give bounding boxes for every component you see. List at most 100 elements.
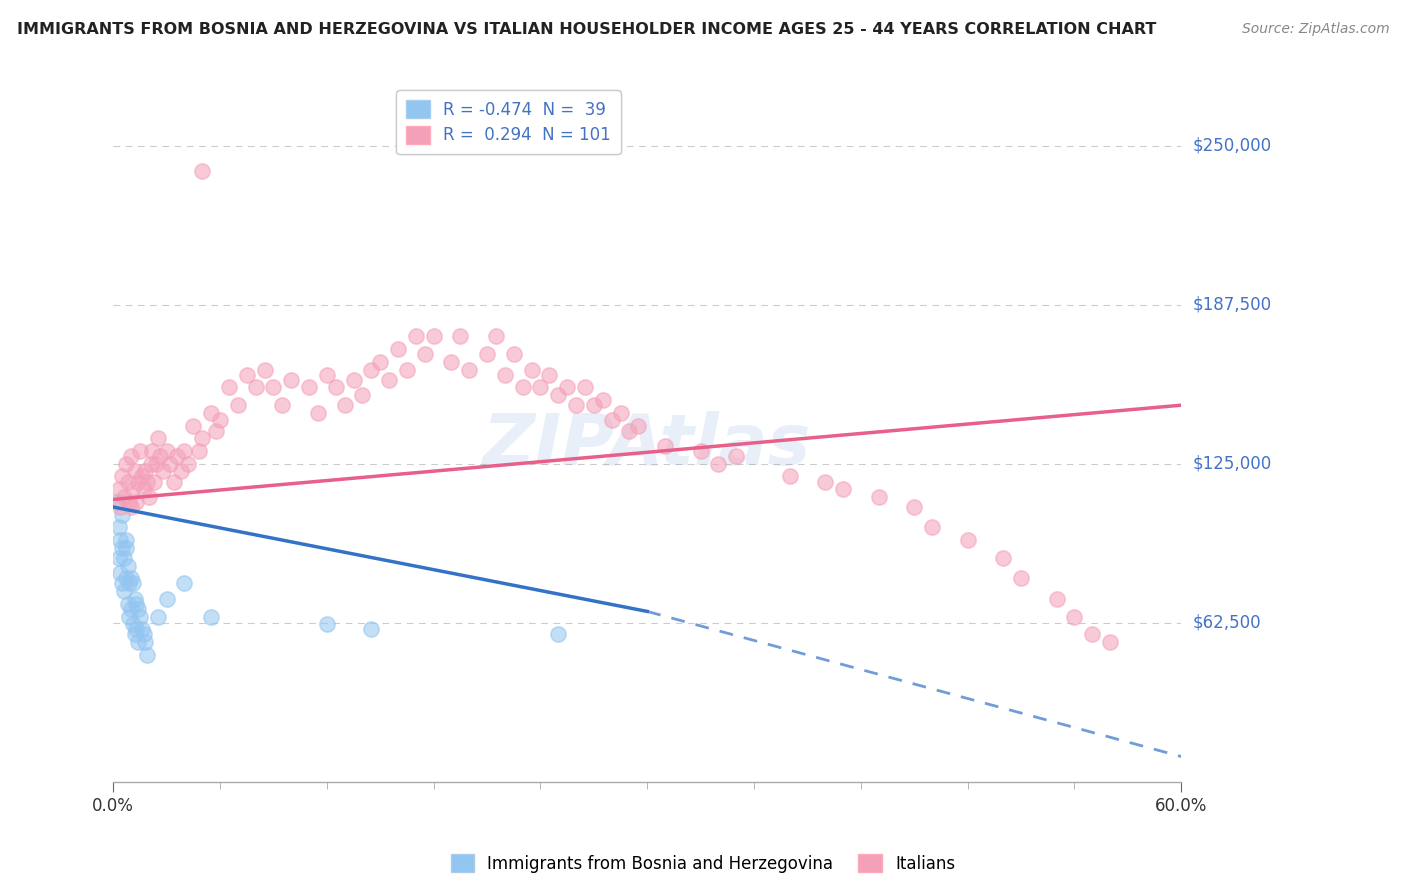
Point — [368, 355, 391, 369]
Point — [124, 591, 146, 606]
Point — [131, 622, 153, 636]
Point — [218, 380, 240, 394]
Point — [114, 571, 136, 585]
Point — [112, 490, 135, 504]
Text: $187,500: $187,500 — [1192, 295, 1271, 314]
Point — [121, 482, 143, 496]
Point — [112, 551, 135, 566]
Text: ZIPAtlas: ZIPAtlas — [482, 411, 811, 481]
Point — [547, 627, 569, 641]
Point — [298, 380, 321, 394]
Point — [200, 406, 222, 420]
Point — [654, 439, 676, 453]
Point — [166, 449, 188, 463]
Point — [129, 609, 152, 624]
Point — [118, 609, 141, 624]
Point — [1081, 627, 1104, 641]
Point — [110, 500, 132, 514]
Point — [136, 475, 159, 489]
Point — [574, 380, 596, 394]
Point — [226, 398, 249, 412]
Text: Source: ZipAtlas.com: Source: ZipAtlas.com — [1241, 22, 1389, 37]
Point — [707, 457, 730, 471]
Point — [582, 398, 605, 412]
Point — [494, 368, 516, 382]
Point — [387, 342, 409, 356]
Point — [124, 464, 146, 478]
Point — [191, 164, 214, 178]
Point — [502, 347, 524, 361]
Point — [209, 413, 232, 427]
Point — [422, 329, 444, 343]
Point — [114, 541, 136, 555]
Point — [145, 457, 167, 471]
Point — [170, 464, 193, 478]
Point — [127, 602, 149, 616]
Point — [111, 541, 134, 555]
Point — [475, 347, 498, 361]
Point — [111, 469, 134, 483]
Point — [159, 457, 181, 471]
Point — [395, 362, 418, 376]
Legend: Immigrants from Bosnia and Herzegovina, Italians: Immigrants from Bosnia and Herzegovina, … — [444, 847, 962, 880]
Point — [592, 393, 614, 408]
Text: $62,500: $62,500 — [1192, 614, 1261, 632]
Point — [127, 475, 149, 489]
Point — [110, 533, 132, 548]
Point — [609, 406, 631, 420]
Point — [360, 622, 382, 636]
Point — [814, 475, 837, 489]
Point — [124, 627, 146, 641]
Point — [152, 464, 174, 478]
Point — [118, 495, 141, 509]
Point — [114, 457, 136, 471]
Point — [903, 500, 925, 514]
Point — [107, 551, 129, 566]
Point — [177, 457, 200, 471]
Point — [512, 380, 534, 394]
Point — [538, 368, 561, 382]
Point — [352, 388, 374, 402]
Point — [163, 475, 186, 489]
Point — [156, 591, 179, 606]
Point — [120, 449, 142, 463]
Point — [141, 444, 163, 458]
Point — [146, 609, 169, 624]
Point — [143, 475, 166, 489]
Point — [125, 495, 148, 509]
Point — [262, 380, 284, 394]
Point — [520, 362, 543, 376]
Point — [134, 464, 156, 478]
Point — [107, 520, 129, 534]
Point — [253, 362, 276, 376]
Point — [449, 329, 471, 343]
Point — [117, 558, 139, 573]
Point — [114, 533, 136, 548]
Point — [956, 533, 979, 548]
Point — [191, 431, 214, 445]
Point — [832, 482, 855, 496]
Point — [555, 380, 578, 394]
Point — [307, 406, 329, 420]
Point — [458, 362, 481, 376]
Point — [120, 602, 142, 616]
Point — [1045, 591, 1067, 606]
Point — [280, 373, 302, 387]
Point — [1098, 635, 1121, 649]
Point — [235, 368, 257, 382]
Point — [127, 635, 149, 649]
Point — [112, 584, 135, 599]
Point — [118, 576, 141, 591]
Point — [139, 457, 162, 471]
Point — [315, 617, 337, 632]
Point — [600, 413, 623, 427]
Point — [120, 500, 142, 514]
Point — [136, 648, 159, 662]
Point — [547, 388, 569, 402]
Point — [325, 380, 347, 394]
Point — [333, 398, 356, 412]
Point — [378, 373, 401, 387]
Point — [245, 380, 267, 394]
Point — [173, 444, 195, 458]
Point — [187, 444, 209, 458]
